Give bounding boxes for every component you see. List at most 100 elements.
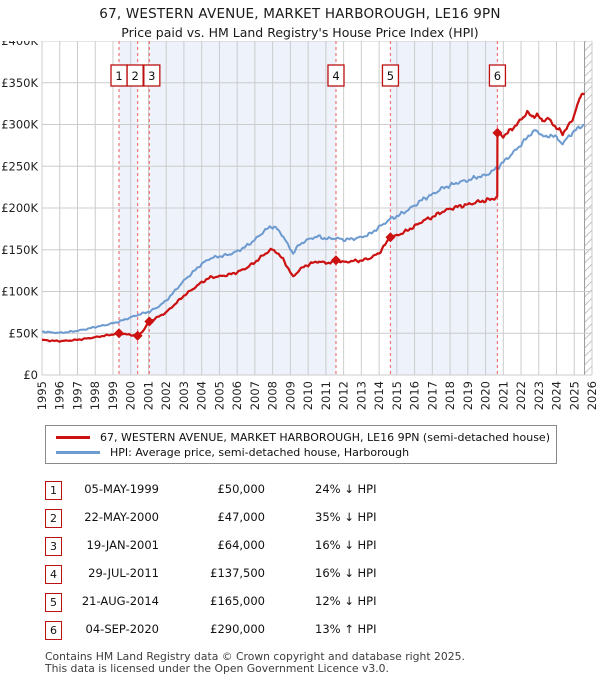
- sale-number-badge: 5: [45, 593, 62, 612]
- x-axis-tick-label: 2018: [443, 381, 457, 410]
- x-axis-tick-label: 2002: [159, 381, 173, 410]
- sale-marker-number: 4: [332, 69, 339, 83]
- x-axis-tick-label: 2012: [337, 381, 351, 410]
- sale-price: £137,500: [210, 566, 265, 580]
- legend-label-hpi: HPI: Average price, semi-detached house,…: [110, 446, 410, 459]
- x-axis-tick-label: 2020: [479, 381, 493, 410]
- y-axis-tick-label: £200K: [1, 201, 38, 215]
- x-axis-tick-label: 2022: [514, 381, 528, 410]
- sale-price: £50,000: [217, 482, 265, 496]
- sale-date: 04-SEP-2020: [85, 622, 159, 636]
- y-axis-tick-label: £0: [23, 368, 38, 382]
- x-axis-tick-label: 2006: [230, 381, 244, 410]
- sale-marker-number: 3: [148, 69, 155, 83]
- license-footer: Contains HM Land Registry data © Crown c…: [45, 651, 600, 675]
- sale-marker-number: 2: [131, 69, 138, 83]
- footer-line-1: Contains HM Land Registry data © Crown c…: [45, 650, 465, 663]
- y-axis-tick-label: £250K: [1, 159, 38, 173]
- sale-row: 5 21-AUG-2014 £165,000 12% ↓ HPI: [45, 591, 600, 619]
- hpi-line-swatch: [56, 451, 100, 454]
- sales-table: 1 05-MAY-1999 £50,000 24% ↓ HPI 2 22-MAY-2000…: [45, 479, 600, 647]
- sale-number-badge: 1: [45, 481, 62, 500]
- sale-price: £47,000: [217, 510, 265, 524]
- x-axis-tick-label: 1996: [53, 381, 67, 410]
- sale-price: £165,000: [210, 594, 265, 608]
- sale-marker-number: 1: [115, 69, 122, 83]
- x-axis-tick-label: 2009: [283, 381, 297, 410]
- sale-marker-box: [327, 64, 345, 87]
- x-axis-tick-label: 2013: [354, 381, 368, 410]
- sale-point-marker: [144, 316, 155, 327]
- sale-date: 29-JUL-2011: [88, 566, 159, 580]
- sale-date: 21-AUG-2014: [81, 594, 159, 608]
- hpi-line: [41, 123, 585, 335]
- sale-vs-hpi: 16% ↓ HPI: [315, 566, 377, 580]
- x-axis-tick-label: 2011: [319, 381, 333, 410]
- x-axis-tick-label: 2025: [567, 381, 581, 410]
- footer-line-2: This data is licensed under the Open Gov…: [45, 662, 389, 675]
- sale-vs-hpi: 16% ↓ HPI: [315, 538, 377, 552]
- sale-marker-box: [381, 64, 400, 87]
- x-axis-tick-label: 2014: [372, 381, 386, 410]
- x-axis-tick-label: 2001: [141, 381, 155, 410]
- x-axis-tick-label: 2008: [266, 381, 280, 410]
- sale-marker-number: 6: [494, 69, 501, 83]
- page-title: 67, WESTERN AVENUE, MARKET HARBOROUGH, L…: [99, 6, 501, 22]
- sale-number-badge: 6: [45, 621, 62, 640]
- x-axis-tick-label: 2016: [408, 381, 422, 410]
- x-axis-tick-label: 1997: [70, 381, 84, 410]
- y-axis-tick-label: £150K: [1, 243, 38, 257]
- x-axis-tick-label: 1995: [35, 381, 49, 410]
- sale-row: 3 19-JAN-2001 £64,000 16% ↓ HPI: [45, 535, 600, 563]
- chart-legend: 67, WESTERN AVENUE, MARKET HARBOROUGH, L…: [45, 425, 557, 464]
- sale-number-badge: 3: [45, 537, 62, 556]
- page-subtitle: Price paid vs. HM Land Registry's House …: [121, 25, 479, 40]
- sale-point-marker: [114, 328, 124, 339]
- sale-row: 2 22-MAY-2000 £47,000 35% ↓ HPI: [45, 507, 600, 535]
- sale-marker-box: [126, 64, 144, 87]
- x-axis-tick-label: 2026: [585, 381, 599, 410]
- x-axis-tick-label: 2019: [461, 381, 475, 410]
- x-axis-tick-label: 2007: [248, 381, 262, 410]
- y-axis-tick-label: £100K: [1, 285, 38, 299]
- sale-vs-hpi: 24% ↓ HPI: [315, 482, 377, 496]
- sale-marker-box: [143, 64, 161, 87]
- price-history-chart: 1 2 3 4 5 6 £0 £50K £100K £150K £200K £250K £300K £35…: [1, 41, 599, 410]
- y-axis-tick-label: £300K: [1, 118, 38, 132]
- sale-point-marker: [330, 255, 341, 266]
- sale-marker-number: 5: [387, 69, 394, 83]
- x-axis-tick-label: 2005: [212, 381, 226, 410]
- legend-label-property: 67, WESTERN AVENUE, MARKET HARBOROUGH, L…: [100, 431, 550, 444]
- x-axis-tick-label: 2004: [195, 381, 209, 410]
- sale-number-badge: 2: [45, 509, 62, 528]
- y-axis-tick-label: £350K: [1, 76, 38, 90]
- sale-vs-hpi: 12% ↓ HPI: [315, 594, 377, 608]
- x-axis-tick-label: 2003: [177, 381, 191, 410]
- sale-point-marker: [492, 127, 503, 138]
- x-axis-tick-label: 2010: [301, 381, 315, 410]
- sale-row: 4 29-JUL-2011 £137,500 16% ↓ HPI: [45, 563, 600, 591]
- sale-marker-box: [488, 64, 507, 87]
- x-axis-tick-label: 1999: [106, 381, 120, 410]
- sale-date: 05-MAY-1999: [84, 482, 159, 496]
- sale-number-badge: 4: [45, 565, 62, 584]
- sale-price: £64,000: [217, 538, 265, 552]
- y-axis-tick-label: £50K: [9, 326, 39, 340]
- x-axis-tick-label: 2021: [496, 381, 510, 410]
- legend-row-property: 67, WESTERN AVENUE, MARKET HARBOROUGH, L…: [52, 430, 550, 445]
- sale-row: 1 05-MAY-1999 £50,000 24% ↓ HPI: [45, 479, 600, 507]
- sale-vs-hpi: 35% ↓ HPI: [315, 510, 377, 524]
- y-axis-tick-label: £400K: [1, 41, 38, 48]
- sale-row: 6 04-SEP-2020 £290,000 13% ↑ HPI: [45, 619, 600, 647]
- sale-date: 19-JAN-2001: [86, 538, 160, 552]
- sale-point-marker: [132, 330, 143, 341]
- x-axis-tick-label: 1998: [88, 381, 102, 410]
- x-axis-tick-label: 2015: [390, 381, 404, 410]
- sale-vs-hpi: 13% ↑ HPI: [315, 622, 377, 636]
- sale-point-marker: [385, 232, 396, 243]
- property-line-swatch: [56, 436, 91, 439]
- x-axis-tick-label: 2023: [532, 381, 546, 410]
- x-axis-tick-label: 2024: [550, 381, 564, 410]
- x-axis-tick-label: 2017: [425, 381, 439, 410]
